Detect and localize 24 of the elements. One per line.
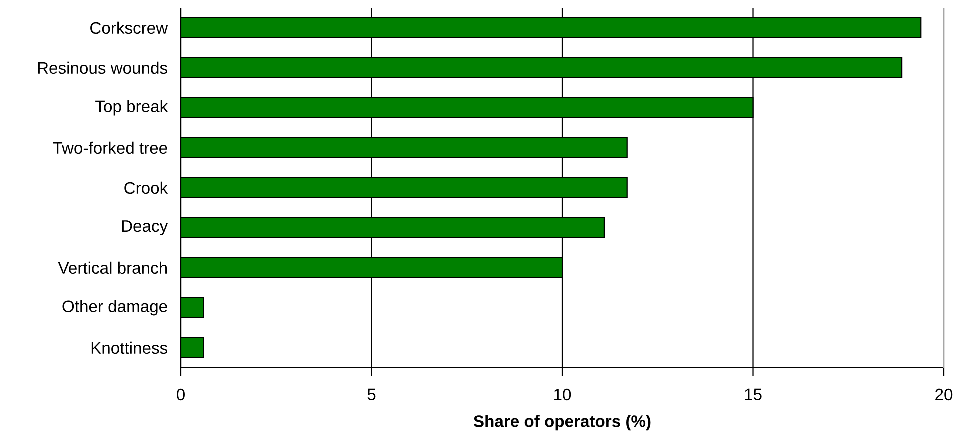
y-tick-label: Deacy	[122, 220, 168, 236]
y-tick-label: Vertical branch	[58, 262, 168, 274]
x-tick-label: 5	[368, 388, 376, 400]
bar	[181, 57, 903, 79]
bar	[181, 97, 754, 119]
bar	[181, 137, 628, 159]
y-tick-label: Two-forked tree	[53, 142, 168, 154]
y-tick-label: Corkscrew	[90, 22, 168, 34]
bar	[181, 17, 922, 39]
x-axis-title: Share of operators (%)	[474, 415, 651, 431]
x-tick-label: 15	[745, 388, 762, 400]
bar	[181, 217, 606, 239]
y-tick-label: Other damage	[62, 300, 168, 316]
y-tick-label: Resinous wounds	[38, 62, 168, 74]
y-tick-label: Knottiness	[92, 342, 168, 354]
x-tick-label: 0	[177, 388, 185, 401]
bar	[181, 297, 204, 319]
y-tick-label: Crook	[124, 182, 168, 194]
x-tick-label: 20	[936, 388, 953, 401]
x-tick-label: 10	[554, 388, 572, 401]
bar	[181, 257, 564, 279]
bar	[181, 337, 204, 359]
bar	[181, 177, 628, 199]
y-tick-label: Top break	[96, 100, 168, 116]
